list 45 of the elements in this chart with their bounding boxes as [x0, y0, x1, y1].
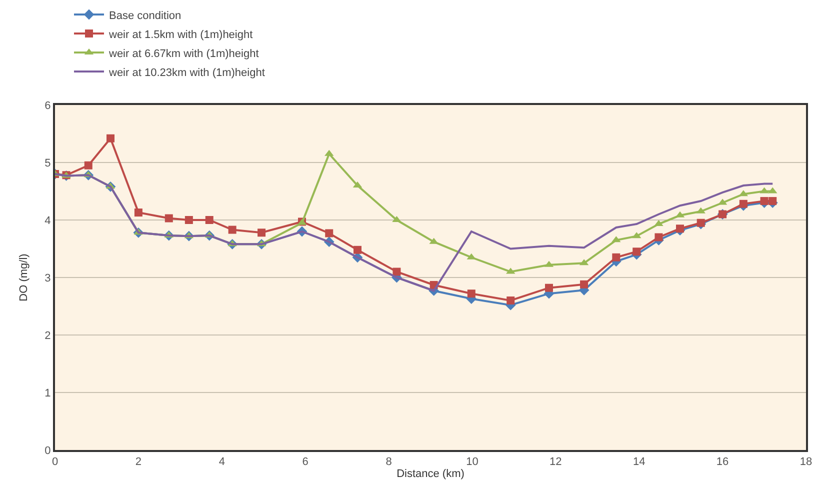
- x-axis-title: Distance (km): [396, 468, 464, 480]
- x-tick-label: 6: [302, 456, 308, 468]
- x-tick-label: 18: [800, 456, 812, 468]
- legend-label: weir at 6.67km with (1m)height: [108, 48, 259, 60]
- x-tick-label: 4: [218, 456, 225, 468]
- point: [325, 229, 334, 238]
- x-tick-label: 10: [466, 456, 478, 468]
- point: [467, 290, 476, 298]
- point: [696, 218, 705, 227]
- point: [258, 228, 266, 237]
- y-tick-label: 3: [44, 272, 51, 284]
- x-tick-label: 14: [632, 456, 646, 468]
- x-tick-label: 8: [386, 456, 392, 468]
- y-tick-label: 2: [44, 330, 51, 342]
- point: [654, 233, 663, 242]
- point: [184, 216, 193, 224]
- y-tick-label: 4: [44, 214, 51, 227]
- point: [676, 224, 684, 233]
- y-tick-label: 5: [44, 157, 51, 170]
- legend-label: weir at 1.5km with (1m)height: [108, 28, 253, 41]
- point: [353, 246, 362, 254]
- point: [739, 200, 748, 208]
- x-tick-label: 2: [135, 456, 142, 468]
- y-tick-label: 6: [44, 100, 51, 112]
- legend-label: weir at 10.23km with (1m)height: [108, 66, 265, 79]
- point: [760, 197, 768, 206]
- point: [134, 208, 142, 217]
- point: [228, 226, 236, 234]
- point: [164, 214, 173, 222]
- x-tick-label: 16: [716, 456, 729, 468]
- point: [506, 296, 515, 304]
- point: [612, 253, 620, 262]
- point: [84, 161, 92, 170]
- point: [392, 268, 401, 276]
- y-axis-title: DO (mg/l): [18, 254, 30, 302]
- point: [106, 134, 114, 142]
- y-tick-label: 0: [44, 444, 51, 457]
- point: [205, 216, 214, 224]
- point: [544, 284, 553, 292]
- point: [632, 248, 641, 256]
- point: [580, 280, 588, 288]
- point: [768, 197, 777, 206]
- x-tick-label: 12: [550, 456, 562, 468]
- legend-label: Base condition: [109, 10, 182, 22]
- y-tick-label: 1: [44, 387, 51, 400]
